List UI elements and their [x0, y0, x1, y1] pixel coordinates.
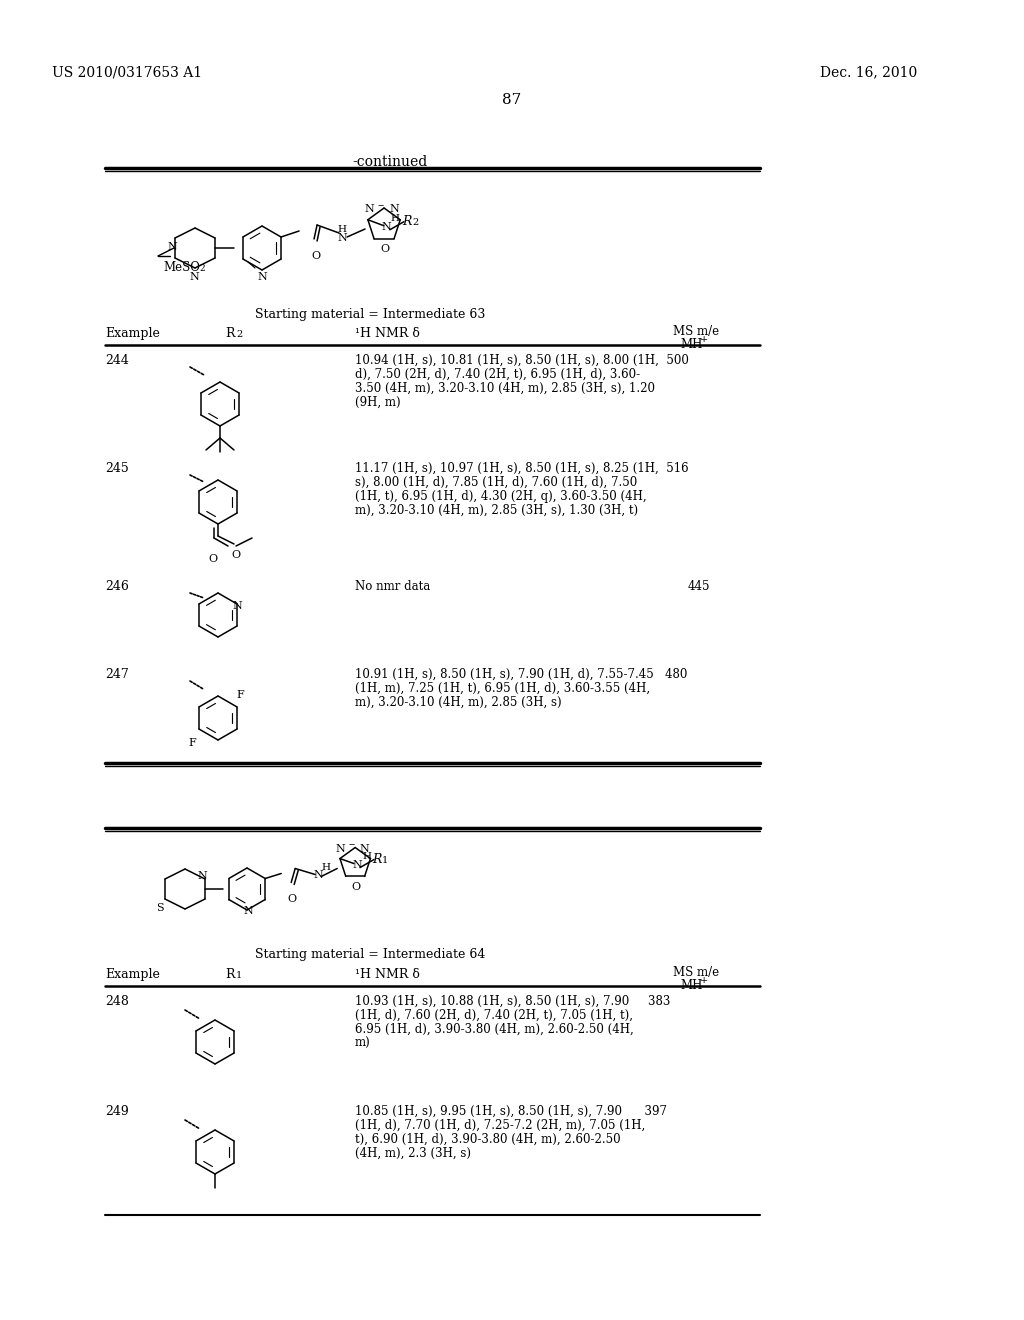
Text: 11.17 (1H, s), 10.97 (1H, s), 8.50 (1H, s), 8.25 (1H,  516: 11.17 (1H, s), 10.97 (1H, s), 8.50 (1H, … — [355, 462, 688, 475]
Text: 10.94 (1H, s), 10.81 (1H, s), 8.50 (1H, s), 8.00 (1H,  500: 10.94 (1H, s), 10.81 (1H, s), 8.50 (1H, … — [355, 354, 689, 367]
Text: N: N — [232, 601, 242, 611]
Text: Starting material = Intermediate 64: Starting material = Intermediate 64 — [255, 948, 485, 961]
Text: (1H, d), 7.70 (1H, d), 7.25-7.2 (2H, m), 7.05 (1H,: (1H, d), 7.70 (1H, d), 7.25-7.2 (2H, m),… — [355, 1119, 645, 1133]
Text: N: N — [197, 871, 207, 880]
Text: 445: 445 — [688, 579, 711, 593]
Text: 245: 245 — [105, 462, 129, 475]
Text: t), 6.90 (1H, d), 3.90-3.80 (4H, m), 2.60-2.50: t), 6.90 (1H, d), 3.90-3.80 (4H, m), 2.6… — [355, 1133, 621, 1146]
Text: MH: MH — [680, 338, 702, 351]
Text: Dec. 16, 2010: Dec. 16, 2010 — [820, 65, 918, 79]
Text: +: + — [700, 335, 709, 345]
Text: N: N — [243, 906, 253, 916]
Text: O: O — [380, 244, 389, 253]
Text: H: H — [322, 862, 330, 871]
Text: H: H — [361, 851, 371, 861]
Text: F: F — [236, 690, 244, 700]
Text: MH: MH — [680, 979, 702, 993]
Text: 246: 246 — [105, 579, 129, 593]
Text: d), 7.50 (2H, d), 7.40 (2H, t), 6.95 (1H, d), 3.60-: d), 7.50 (2H, d), 7.40 (2H, t), 6.95 (1H… — [355, 368, 640, 381]
Text: (1H, m), 7.25 (1H, t), 6.95 (1H, d), 3.60-3.55 (4H,: (1H, m), 7.25 (1H, t), 6.95 (1H, d), 3.6… — [355, 682, 650, 696]
Text: m): m) — [355, 1038, 371, 1049]
Text: 248: 248 — [105, 995, 129, 1008]
Text: H: H — [337, 224, 346, 234]
Text: 1: 1 — [382, 855, 388, 865]
Text: N: N — [337, 234, 347, 243]
Text: 87: 87 — [503, 92, 521, 107]
Text: ¹H NMR δ: ¹H NMR δ — [355, 968, 420, 981]
Text: m), 3.20-3.10 (4H, m), 2.85 (3H, s): m), 3.20-3.10 (4H, m), 2.85 (3H, s) — [355, 696, 561, 709]
Text: No nmr data: No nmr data — [355, 579, 430, 593]
Text: MS m/e: MS m/e — [673, 966, 719, 979]
Text: 6.95 (1H, d), 3.90-3.80 (4H, m), 2.60-2.50 (4H,: 6.95 (1H, d), 3.90-3.80 (4H, m), 2.60-2.… — [355, 1023, 634, 1036]
Text: O: O — [351, 882, 360, 891]
Text: 2: 2 — [236, 330, 243, 339]
Text: R: R — [372, 853, 381, 866]
Text: O: O — [311, 251, 321, 261]
Text: 1: 1 — [236, 972, 243, 979]
Text: N: N — [382, 222, 391, 232]
Text: 247: 247 — [105, 668, 129, 681]
Text: N: N — [389, 205, 398, 214]
Text: MS m/e: MS m/e — [673, 325, 719, 338]
Text: Starting material = Intermediate 63: Starting material = Intermediate 63 — [255, 308, 485, 321]
Text: 2: 2 — [412, 218, 418, 227]
Text: US 2010/0317653 A1: US 2010/0317653 A1 — [52, 65, 202, 79]
Text: ¹H NMR δ: ¹H NMR δ — [355, 327, 420, 341]
Text: R: R — [225, 327, 234, 341]
Text: (4H, m), 2.3 (3H, s): (4H, m), 2.3 (3H, s) — [355, 1147, 471, 1160]
Text: (1H, t), 6.95 (1H, d), 4.30 (2H, q), 3.60-3.50 (4H,: (1H, t), 6.95 (1H, d), 4.30 (2H, q), 3.6… — [355, 490, 646, 503]
Text: O: O — [287, 895, 296, 904]
Text: N: N — [189, 272, 199, 282]
Text: 10.93 (1H, s), 10.88 (1H, s), 8.50 (1H, s), 7.90     383: 10.93 (1H, s), 10.88 (1H, s), 8.50 (1H, … — [355, 995, 671, 1008]
Text: H: H — [391, 214, 400, 223]
Text: O: O — [208, 554, 217, 564]
Text: N: N — [313, 870, 323, 880]
Text: (9H, m): (9H, m) — [355, 396, 400, 409]
Text: 249: 249 — [105, 1105, 129, 1118]
Text: N: N — [257, 272, 266, 282]
Text: -continued: -continued — [352, 154, 428, 169]
Text: s), 8.00 (1H, d), 7.85 (1H, d), 7.60 (1H, d), 7.50: s), 8.00 (1H, d), 7.85 (1H, d), 7.60 (1H… — [355, 477, 637, 488]
Text: +: + — [700, 975, 709, 985]
Text: O: O — [231, 550, 240, 560]
Text: (1H, d), 7.60 (2H, d), 7.40 (2H, t), 7.05 (1H, t),: (1H, d), 7.60 (2H, d), 7.40 (2H, t), 7.0… — [355, 1008, 633, 1022]
Text: 2: 2 — [199, 264, 205, 273]
Text: N: N — [167, 242, 177, 252]
Text: R: R — [225, 968, 234, 981]
Text: S: S — [156, 903, 164, 913]
Text: Example: Example — [105, 327, 160, 341]
Text: R: R — [401, 215, 412, 228]
Text: Example: Example — [105, 968, 160, 981]
Text: 244: 244 — [105, 354, 129, 367]
Text: N: N — [352, 859, 361, 870]
Text: m), 3.20-3.10 (4H, m), 2.85 (3H, s), 1.30 (3H, t): m), 3.20-3.10 (4H, m), 2.85 (3H, s), 1.3… — [355, 504, 638, 517]
Text: N: N — [359, 843, 369, 854]
Text: 3.50 (4H, m), 3.20-3.10 (4H, m), 2.85 (3H, s), 1.20: 3.50 (4H, m), 3.20-3.10 (4H, m), 2.85 (3… — [355, 381, 655, 395]
Text: –: – — [348, 838, 354, 851]
Text: F: F — [188, 738, 196, 748]
Text: –: – — [377, 199, 383, 213]
Text: MeSO: MeSO — [163, 261, 200, 275]
Text: N: N — [365, 205, 374, 214]
Text: 10.91 (1H, s), 8.50 (1H, s), 7.90 (1H, d), 7.55-7.45   480: 10.91 (1H, s), 8.50 (1H, s), 7.90 (1H, d… — [355, 668, 687, 681]
Text: N: N — [335, 843, 345, 854]
Text: 10.85 (1H, s), 9.95 (1H, s), 8.50 (1H, s), 7.90      397: 10.85 (1H, s), 9.95 (1H, s), 8.50 (1H, s… — [355, 1105, 667, 1118]
